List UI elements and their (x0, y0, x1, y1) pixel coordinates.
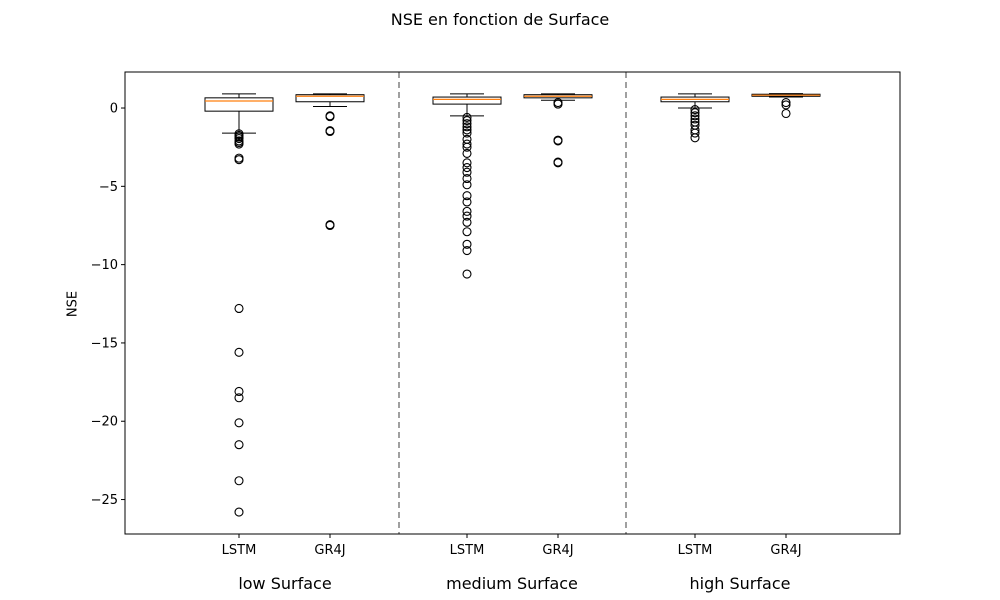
outlier-point (553, 97, 563, 108)
outlier-point (462, 162, 472, 173)
chart-title: NSE en fonction de Surface (390, 10, 610, 29)
outlier-point (690, 114, 700, 124)
outlier-point (462, 217, 472, 227)
outlier-point (462, 158, 472, 168)
outlier-point (462, 211, 472, 221)
box-iqr (204, 97, 274, 112)
outlier-point (690, 105, 700, 115)
outlier-point (553, 158, 563, 168)
outlier-point (234, 139, 244, 149)
outlier-point (325, 126, 335, 137)
outlier-point (325, 112, 335, 122)
outlier-point (781, 97, 791, 108)
outlier-point (462, 167, 472, 177)
group-label: high Surface (689, 574, 791, 593)
outlier-point (462, 115, 472, 126)
outlier-point (462, 128, 472, 138)
outlier-point (781, 108, 791, 119)
group-label: medium Surface (446, 574, 578, 593)
outlier-point (781, 100, 791, 110)
outlier-point (462, 112, 472, 122)
group-label: low Surface (238, 574, 332, 593)
outlier-point (234, 134, 244, 144)
outlier-point (234, 303, 244, 314)
outlier-point (462, 269, 472, 279)
y-tick-label: −20 (91, 415, 118, 430)
outlier-point (234, 418, 244, 428)
outlier-point (462, 139, 472, 149)
x-tick-label: GR4J (770, 543, 801, 558)
outlier-point (690, 128, 700, 138)
outlier-point (553, 136, 563, 146)
box-iqr (432, 96, 502, 105)
outlier-point (462, 180, 472, 190)
outlier-point (462, 227, 472, 237)
outlier-point (234, 393, 244, 403)
y-tick-label: −10 (91, 258, 118, 273)
y-tick-label: −15 (91, 336, 118, 351)
outlier-point (234, 476, 244, 486)
outlier-point (462, 142, 472, 152)
plot-frame (124, 71, 901, 535)
x-tick-label: GR4J (542, 543, 573, 558)
outlier-point (234, 507, 244, 517)
box-iqr (295, 94, 365, 103)
outlier-point (462, 173, 472, 184)
outlier-point (462, 206, 472, 216)
outlier-point (462, 197, 472, 207)
outlier-point (690, 133, 700, 143)
outlier-point (462, 239, 472, 249)
outlier-point (462, 191, 472, 201)
outlier-point (462, 245, 472, 256)
outlier-point (690, 108, 700, 118)
x-tick-label: GR4J (314, 543, 345, 558)
outlier-point (234, 155, 244, 165)
outlier-point (325, 220, 335, 231)
outlier-point (690, 111, 700, 121)
y-tick-label: −25 (91, 493, 118, 508)
outlier-point (462, 122, 472, 132)
outlier-point (234, 386, 244, 397)
outlier-point (234, 347, 244, 357)
y-tick-label: 0 (110, 102, 118, 117)
outlier-point (462, 148, 472, 158)
y-tick-label: −5 (99, 180, 118, 195)
outlier-point (462, 119, 472, 129)
x-tick-label: LSTM (222, 543, 257, 558)
x-tick-label: LSTM (678, 543, 713, 558)
x-tick-label: LSTM (450, 543, 485, 558)
outlier-point (462, 125, 472, 135)
outlier-point (234, 440, 244, 450)
